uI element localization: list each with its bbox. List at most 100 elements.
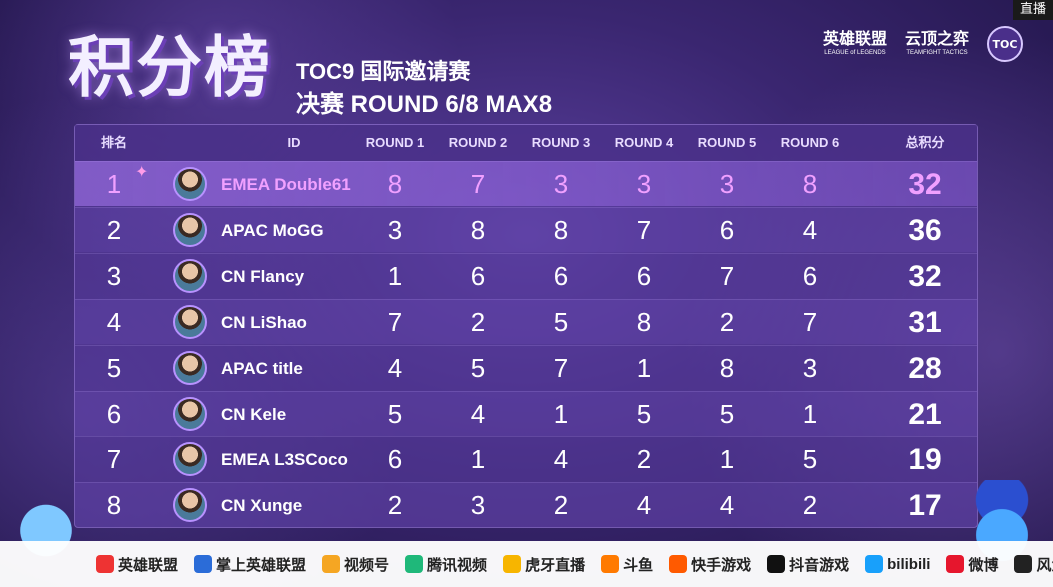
col-round3: ROUND 3 <box>531 135 591 150</box>
col-round2: ROUND 2 <box>448 135 508 150</box>
footer-platform-item: 抖音游戏 <box>767 554 849 575</box>
round3-cell: 3 <box>553 169 569 199</box>
round2-cell: 5 <box>470 352 486 383</box>
total-cell: 17 <box>908 489 942 523</box>
round2-cell: 6 <box>470 260 486 291</box>
footer-platform-item: 风鱼电竞 <box>1014 554 1053 575</box>
round6-cell: 2 <box>802 490 818 521</box>
round1-cell: 4 <box>387 352 403 383</box>
platform-logo-icon <box>946 555 965 573</box>
platform-label: 掌上英雄联盟 <box>216 556 307 574</box>
platform-logo-icon <box>767 555 786 573</box>
round3-cell: 2 <box>553 490 569 521</box>
platform-logo-icon <box>1014 555 1033 573</box>
round6-cell: 6 <box>802 260 818 291</box>
round4-cell: 2 <box>636 444 652 475</box>
player-name: CN LiShao <box>221 312 307 332</box>
platform-logo-icon <box>865 555 884 573</box>
col-id: ID <box>287 135 301 150</box>
table-row: 4 7 2 5 8 2 7 31 CN LiShao <box>75 298 977 344</box>
round4-cell: 7 <box>636 214 652 245</box>
table-row: 5 4 5 7 1 8 3 28 APAC title <box>75 344 977 390</box>
rank-cell: 1 <box>106 169 122 199</box>
round-info: 决赛 ROUND 6/8 MAX8 <box>296 91 553 118</box>
round2-cell: 3 <box>470 490 486 521</box>
footer-platform-item: 视频号 <box>322 554 389 575</box>
rank-cell: 2 <box>106 214 122 245</box>
rank-cell: 5 <box>106 352 122 383</box>
round4-cell: 1 <box>636 352 652 383</box>
table-row: 2 3 8 8 7 6 4 36 APAC MoGG <box>75 206 977 252</box>
footer-platform-item: 英雄联盟 <box>96 554 178 575</box>
round4-cell: 6 <box>636 260 652 291</box>
rank-cell: 3 <box>106 260 122 291</box>
tournament-name: TOC9 国际邀请赛 <box>296 59 471 84</box>
platform-logo-icon <box>96 555 114 573</box>
round1-cell: 3 <box>387 214 403 245</box>
total-cell: 32 <box>908 168 942 201</box>
player-avatar <box>173 258 207 293</box>
round5-cell: 1 <box>719 444 735 475</box>
platform-label: 斗鱼 <box>623 556 654 574</box>
platform-logo-icon <box>322 555 341 573</box>
total-cell: 36 <box>908 213 942 247</box>
platform-label: 腾讯视频 <box>427 556 488 574</box>
rank-cell: 6 <box>106 398 122 429</box>
platform-logo-icon <box>669 555 688 573</box>
footer-platform-item: 虎牙直播 <box>503 554 585 575</box>
round6-cell: 7 <box>802 306 818 337</box>
round3-cell: 1 <box>553 398 569 429</box>
platform-logo-icon <box>503 555 522 573</box>
col-round6: ROUND 6 <box>780 135 840 150</box>
round1-cell: 5 <box>387 398 403 429</box>
round6-cell: 8 <box>802 169 818 199</box>
lol-logo: 英雄联盟 LEAGUE of LEGENDS <box>822 31 887 57</box>
footer-platform-item: 快手游戏 <box>669 554 751 575</box>
round1-cell: 6 <box>387 444 403 475</box>
round4-cell: 4 <box>636 490 652 521</box>
player-avatar <box>173 488 207 523</box>
round3-cell: 8 <box>553 214 569 245</box>
platform-logo-icon <box>405 555 424 573</box>
platform-label: 英雄联盟 <box>118 556 179 574</box>
round6-cell: 5 <box>802 444 818 475</box>
col-round5: ROUND 5 <box>697 135 757 150</box>
round1-cell: 7 <box>387 306 403 337</box>
sponsor-logos: 英雄联盟 LEAGUE of LEGENDS 云顶之弈 TEAMFIGHT TACT… <box>823 26 1023 62</box>
round5-cell: 7 <box>719 260 735 291</box>
tft-logo: 云顶之弈 TEAMFIGHT TACTICS <box>904 31 969 57</box>
rank-cell: 8 <box>106 490 122 521</box>
player-avatar <box>173 396 207 431</box>
round3-cell: 4 <box>553 444 569 475</box>
rank-cell: 7 <box>106 444 122 475</box>
platform-label: 虎牙直播 <box>525 556 586 574</box>
footer-platform-item: bilibili <box>865 555 930 573</box>
footer-platform-item: 掌上英雄联盟 <box>194 554 306 575</box>
platform-label: bilibili <box>887 555 931 573</box>
round5-cell: 5 <box>719 398 735 429</box>
player-name: APAC MoGG <box>221 220 324 240</box>
table-row: 1 8 7 3 3 3 8 32 EMEA Double61 ✦ <box>75 161 977 206</box>
round2-cell: 4 <box>470 398 486 429</box>
live-badge: 直播 <box>1013 0 1053 20</box>
round2-cell: 8 <box>470 214 486 245</box>
total-cell: 28 <box>908 351 942 385</box>
round2-cell: 7 <box>470 169 486 199</box>
round3-cell: 7 <box>553 352 569 383</box>
platform-logo-icon <box>601 555 620 573</box>
player-name: EMEA Double61 <box>221 175 351 194</box>
player-name: APAC title <box>221 358 303 378</box>
page-title: 积分榜 <box>68 28 272 106</box>
round6-cell: 1 <box>802 398 818 429</box>
player-avatar <box>173 167 207 201</box>
platform-label: 视频号 <box>344 556 390 574</box>
table-row: 3 1 6 6 6 7 6 32 CN Flancy <box>75 252 977 298</box>
table-header: 排名 ID ROUND 1 ROUND 2 ROUND 3 ROUND 4 RO… <box>75 125 977 161</box>
col-total: 总积分 <box>905 135 945 150</box>
round3-cell: 5 <box>553 306 569 337</box>
total-cell: 19 <box>908 443 942 477</box>
col-rank: 排名 <box>100 135 127 150</box>
player-avatar <box>173 442 207 477</box>
round2-cell: 2 <box>470 306 486 337</box>
round6-cell: 3 <box>802 352 818 383</box>
